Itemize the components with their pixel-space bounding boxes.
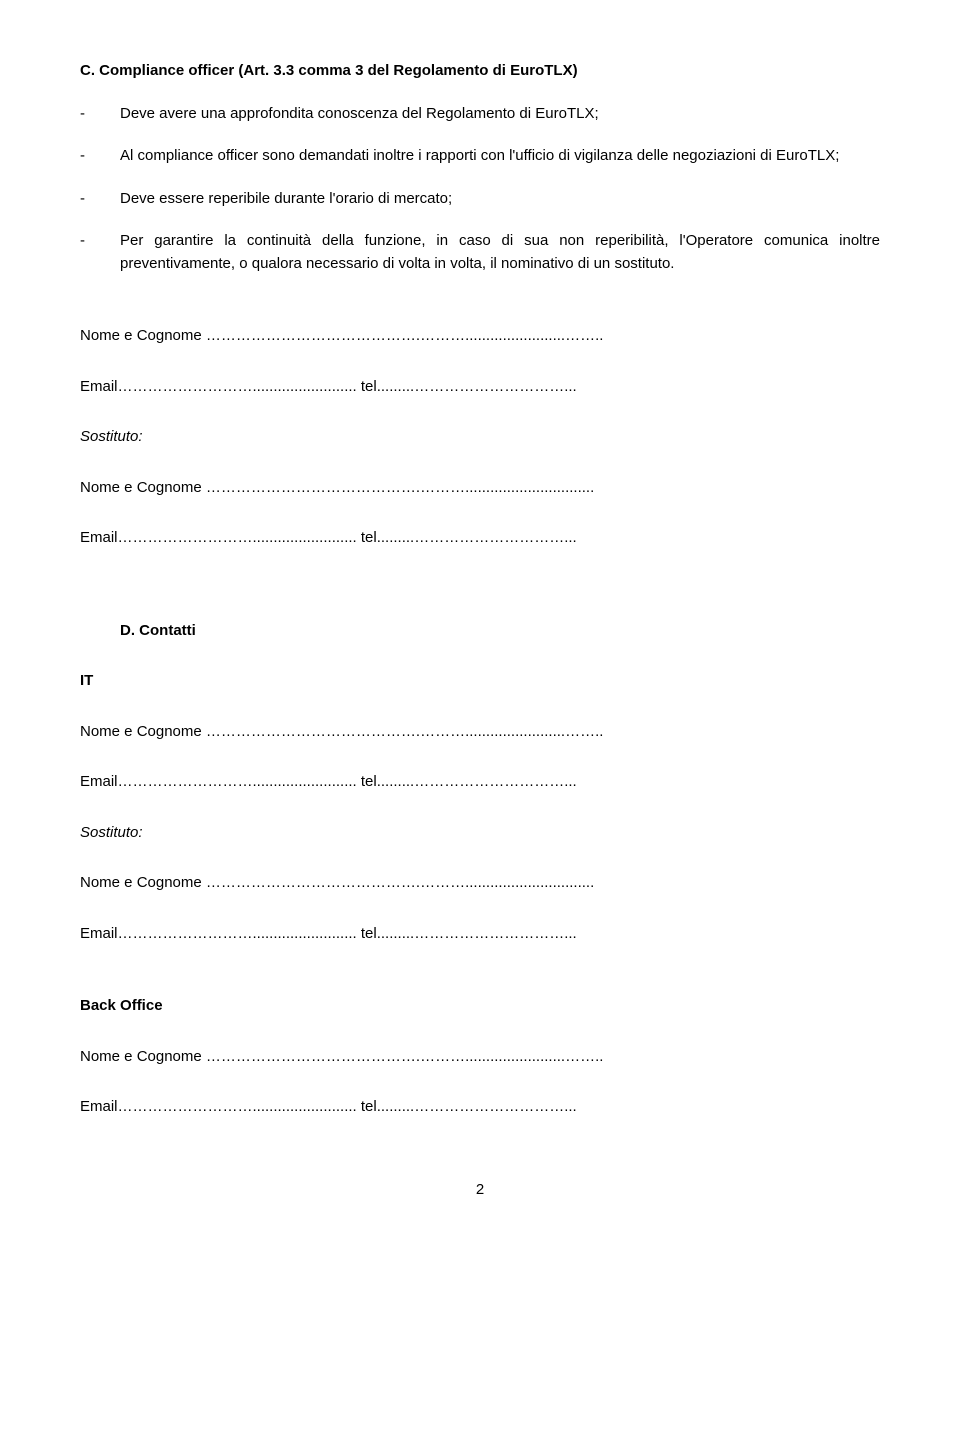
sostituto-label: Sostituto:	[80, 822, 880, 845]
bullet-text: Deve essere reperibile durante l'orario …	[120, 188, 880, 211]
page-number: 2	[80, 1179, 880, 1202]
section-d-heading: D. Contatti	[120, 620, 880, 643]
bullet-text: Deve avere una approfondita conoscenza d…	[120, 103, 880, 126]
bullet-text: Al compliance officer sono demandati ino…	[120, 145, 880, 168]
email-tel-line: Email………………………......................... …	[80, 771, 880, 794]
nome-cognome-line: Nome e Cognome …………………………………….……….......…	[80, 721, 880, 744]
email-tel-line: Email………………………......................... …	[80, 923, 880, 946]
bullet-dash: -	[80, 145, 120, 168]
nome-cognome-line: Nome e Cognome …………………………………….……….......…	[80, 325, 880, 348]
email-tel-line: Email………………………......................... …	[80, 1096, 880, 1119]
email-tel-line: Email………………………......................... …	[80, 527, 880, 550]
nome-cognome-line: Nome e Cognome …………………………………….……….......…	[80, 872, 880, 895]
email-tel-line: Email………………………......................... …	[80, 376, 880, 399]
bullet-text: Per garantire la continuità della funzio…	[120, 230, 880, 275]
section-c-heading: C. Compliance officer (Art. 3.3 comma 3 …	[80, 60, 880, 83]
bullet-dash: -	[80, 230, 120, 275]
nome-cognome-line: Nome e Cognome …………………………………….……….......…	[80, 1046, 880, 1069]
nome-cognome-line: Nome e Cognome …………………………………….……….......…	[80, 477, 880, 500]
bullet-dash: -	[80, 188, 120, 211]
sostituto-label: Sostituto:	[80, 426, 880, 449]
it-label: IT	[80, 670, 880, 693]
back-office-label: Back Office	[80, 995, 880, 1018]
bullet-dash: -	[80, 103, 120, 126]
